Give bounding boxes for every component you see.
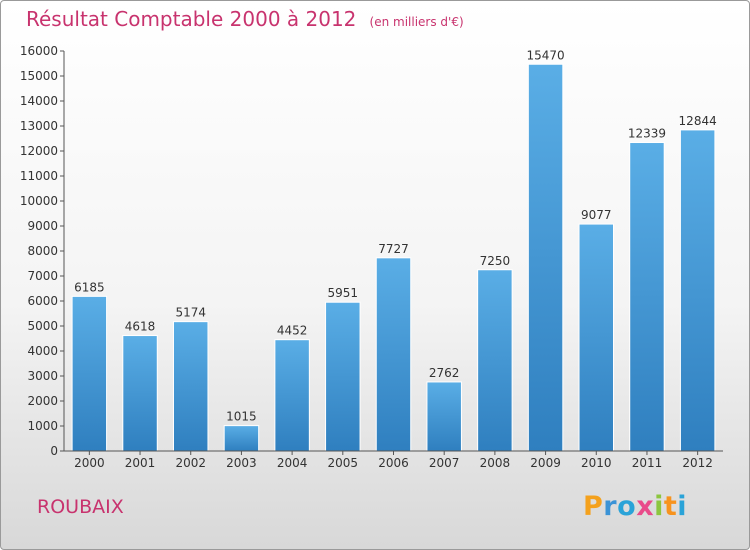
y-tick-label: 8000 [27, 244, 58, 258]
logo-letter: P [583, 491, 604, 522]
value-label-2004: 4452 [277, 324, 308, 338]
y-tick-label: 1000 [27, 419, 58, 433]
y-tick-label: 14000 [20, 94, 58, 108]
bar-2003 [223, 425, 260, 452]
logo-letter: t [663, 491, 678, 522]
bar-2001 [122, 335, 158, 452]
y-tick-label: 7000 [27, 269, 58, 283]
chart-title: Résultat Comptable 2000 à 2012 [26, 7, 357, 31]
y-tick-label: 12000 [20, 144, 58, 158]
y-tick-label: 13000 [20, 119, 58, 133]
x-axis: 2000 2001 2002 2003 2004 2005 2006 2007 2008 2009… [64, 450, 723, 470]
bar-2010 [578, 223, 615, 452]
value-label-2006: 7727 [378, 242, 409, 256]
bar-2008 [477, 269, 513, 452]
chart-subtitle: (en milliers d'€) [369, 15, 464, 29]
bar-2009 [527, 63, 564, 452]
value-label-2001: 4618 [125, 320, 156, 334]
x-tick-label-2000: 2000 [74, 456, 105, 470]
x-tick-label-2007: 2007 [429, 456, 460, 470]
bar-2005 [325, 301, 361, 452]
title-block: Résultat Comptable 2000 à 2012 (en milli… [26, 7, 464, 31]
value-label-2012: 12844 [679, 114, 717, 128]
value-label-2010: 9077 [581, 208, 612, 222]
value-label-2008: 7250 [480, 254, 511, 268]
bar-2011 [629, 142, 665, 452]
value-label-2007: 2762 [429, 366, 460, 380]
x-tick-label-2008: 2008 [480, 456, 511, 470]
y-tick-label: 15000 [20, 69, 58, 83]
y-tick-label: 11000 [20, 169, 58, 183]
y-axis: 0 1000 2000 3000 4000 5000 6000 7000 8000 9000 100… [20, 44, 65, 458]
y-tick-label: 4000 [27, 344, 58, 358]
x-tick-label-2002: 2002 [175, 456, 206, 470]
x-tick-label-2004: 2004 [277, 456, 308, 470]
x-tick-label-2005: 2005 [328, 456, 359, 470]
value-label-2000: 6185 [74, 280, 105, 294]
value-labels: 6185 4618 5174 1015 4452 5951 7727 2762 7250 1547… [74, 48, 717, 423]
x-tick-label-2010: 2010 [581, 456, 612, 470]
y-tick-label: 9000 [27, 219, 58, 233]
y-tick-label: 16000 [20, 44, 58, 58]
proxiti-logo: Proxiti [583, 491, 687, 522]
bar-2006 [375, 257, 412, 452]
y-tick-label: 0 [50, 444, 58, 458]
x-tick-label-2006: 2006 [378, 456, 409, 470]
logo-letter: x [636, 491, 655, 522]
bar-2007 [426, 381, 462, 452]
value-label-2005: 5951 [328, 286, 359, 300]
value-label-2003: 1015 [226, 410, 257, 424]
bars [71, 63, 716, 452]
x-tick-label-2009: 2009 [530, 456, 561, 470]
logo-letter: i [654, 491, 664, 522]
y-tick-label: 5000 [27, 319, 58, 333]
bar-2004 [274, 339, 310, 452]
x-tick-label-2003: 2003 [226, 456, 257, 470]
value-label-2002: 5174 [175, 306, 206, 320]
value-label-2009: 15470 [526, 48, 564, 62]
logo-letter: i [677, 491, 688, 522]
bar-2002 [172, 321, 209, 452]
y-tick-label: 3000 [27, 369, 58, 383]
x-tick-label-2011: 2011 [632, 456, 663, 470]
y-tick-label: 10000 [20, 194, 58, 208]
y-tick-label: 6000 [27, 294, 58, 308]
bar-2012 [679, 129, 716, 452]
y-tick-label: 2000 [27, 394, 58, 408]
city-name: ROUBAIX [37, 496, 124, 518]
x-tick-label-2001: 2001 [125, 456, 156, 470]
logo-letter: r [603, 491, 618, 522]
logo-letter: o [617, 491, 637, 522]
value-label-2011: 12339 [628, 127, 666, 141]
bar-2000 [71, 295, 108, 452]
x-tick-label-2012: 2012 [682, 456, 713, 470]
